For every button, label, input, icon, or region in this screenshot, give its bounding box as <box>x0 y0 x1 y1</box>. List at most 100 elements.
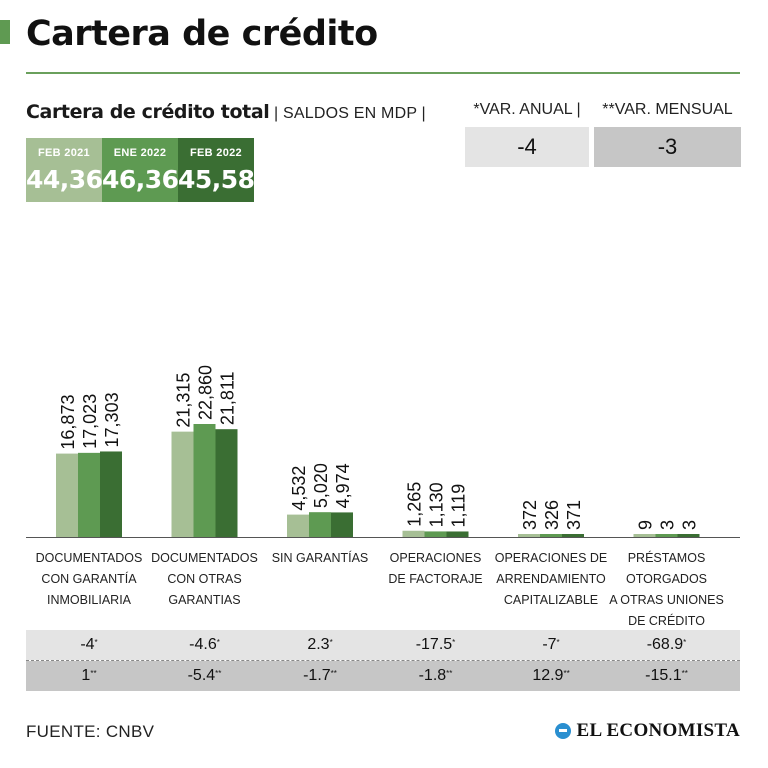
publisher-logo: EL ECONOMISTA <box>554 720 741 742</box>
bar-ene-2022-cat-4 <box>540 534 562 537</box>
category-label: SIN GARANTÍAS <box>258 548 382 569</box>
bar-value-label: 22,860 <box>196 365 216 420</box>
bar-feb-2021-cat-0 <box>56 453 78 537</box>
category-label: DOCUMENTADOS CON GARANTÍA INMOBILIARIA <box>27 548 151 611</box>
row-divider <box>26 660 740 661</box>
var-marker: * <box>94 638 98 647</box>
category-label: OPERACIONES DE ARRENDAMIENTO CAPITALIZABLE <box>489 548 613 611</box>
var-value: -1.7 <box>303 667 331 684</box>
category-label-line: CAPITALIZABLE <box>503 593 599 607</box>
var-marker: * <box>216 638 220 647</box>
var-value: -4.6 <box>189 636 217 653</box>
bar-value-label: 16,873 <box>58 395 78 450</box>
category-label: PRÉSTAMOS OTORGADOS A OTRAS UNIONES DE CRÉ… <box>605 548 729 632</box>
bar-value-label: 326 <box>542 500 562 530</box>
var-marker: ** <box>446 669 453 678</box>
category-label-line: PRÉSTAMOS OTORGADOS <box>625 551 708 586</box>
bar-value-label: 1,265 <box>405 482 425 527</box>
title-accent-bar <box>0 20 10 44</box>
category-label-line: DOCUMENTADOS <box>151 551 258 565</box>
bar-value-label: 1,119 <box>449 484 469 528</box>
var-value: -68.9 <box>646 636 684 653</box>
bar-value-label: 21,315 <box>174 373 194 428</box>
category-label-line: INMOBILIARIA <box>46 593 132 607</box>
category-label-line: OPERACIONES <box>389 551 482 565</box>
bar-value-label: 371 <box>564 500 584 530</box>
bar-chart: 16,873 17,023 17,303 21,315 22,860 21,811 4,53… <box>26 365 740 538</box>
var-value: -15.1 <box>645 667 682 684</box>
category-label-line: CON GARANTÍA <box>41 572 137 586</box>
bar-value-label: 372 <box>520 500 540 530</box>
var-anual-cell: 2.3* <box>258 630 382 660</box>
var-mensual-label: **VAR. MENSUAL <box>594 101 741 127</box>
var-anual-label: *VAR. ANUAL | <box>465 101 589 127</box>
period-total-ene-2022: ENE 2022 46,362 <box>102 138 196 202</box>
category-label-line: GARANTIAS <box>168 593 241 607</box>
var-anual-cell: -68.9* <box>605 630 729 660</box>
var-value: -1.8 <box>418 667 447 684</box>
category-label-line: SIN GARANTÍAS <box>271 551 369 565</box>
category-label: DOCUMENTADOS CON OTRAS GARANTIAS <box>143 548 267 611</box>
bar-feb-2021-cat-3 <box>402 530 425 537</box>
title-divider <box>26 72 740 74</box>
page-title: Cartera de crédito <box>26 14 378 54</box>
var-mensual-box: **VAR. MENSUAL -3 <box>594 101 741 167</box>
category-label-line: DE CRÉDITO <box>628 614 705 628</box>
bar-feb-2021-cat-5 <box>633 534 656 537</box>
var-value: -17.5 <box>415 636 453 653</box>
var-mensual-cell: -1.7** <box>258 661 382 691</box>
bar-value-label: 17,023 <box>80 394 100 449</box>
bar-value-label: 3 <box>658 520 678 530</box>
var-value: -5.4 <box>187 667 216 684</box>
var-anual-cell: -4* <box>27 630 151 660</box>
bar-value-label: 4,532 <box>289 466 309 511</box>
bar-ene-2022-cat-1 <box>193 424 216 537</box>
period-value: 45,582 <box>178 165 272 194</box>
period-total-feb-2022: FEB 2022 45,582 <box>178 138 272 202</box>
var-mensual-cell: -5.4** <box>143 661 267 691</box>
chart-subtitle: Cartera de crédito total | SALDOS EN MDP… <box>26 101 426 124</box>
var-mensual-cell: -1.8** <box>374 661 498 691</box>
var-value: 12.9 <box>532 667 564 684</box>
bar-value-label: 3 <box>680 520 700 530</box>
subtitle-units: | SALDOS EN MDP | <box>269 105 426 122</box>
subtitle-strong: Cartera de crédito total <box>26 101 270 123</box>
var-anual-value: -4 <box>465 127 589 167</box>
category-label-line: ARRENDAMIENTO <box>496 572 606 586</box>
var-value: 2.3 <box>307 636 330 653</box>
bar-feb-2022-cat-1 <box>215 429 238 537</box>
var-anual-row: -4* -4.6* 2.3* -17.5* -7* -68.9* <box>26 630 740 660</box>
bar-ene-2022-cat-0 <box>78 452 100 537</box>
var-marker: * <box>556 638 560 647</box>
bar-value-label: 9 <box>636 520 656 530</box>
var-marker: ** <box>330 669 337 678</box>
category-label-line: CON OTRAS <box>167 572 242 586</box>
bar-ene-2022-cat-3 <box>424 531 447 537</box>
bar-value-label: 17,303 <box>102 392 122 447</box>
bar-feb-2022-cat-0 <box>100 451 122 537</box>
period-label: ENE 2022 <box>113 147 167 159</box>
var-marker: ** <box>681 669 688 678</box>
category-label-line: DE FACTORAJE <box>388 572 483 586</box>
category-label-line: OPERACIONES DE <box>494 551 608 565</box>
var-marker: * <box>329 638 333 647</box>
var-mensual-cell: 1** <box>27 661 151 691</box>
var-marker: * <box>452 638 456 647</box>
period-total-feb-2021: FEB 2021 44,366 <box>26 138 120 202</box>
period-label: FEB 2022 <box>190 147 242 159</box>
var-anual-cell: -4.6* <box>143 630 267 660</box>
var-marker: ** <box>90 669 97 678</box>
bar-value-label: 21,811 <box>218 371 238 425</box>
bar-feb-2021-cat-1 <box>171 431 194 537</box>
var-mensual-cell: -15.1** <box>605 661 729 691</box>
period-value: 46,362 <box>102 165 196 194</box>
var-value: 1 <box>81 667 91 684</box>
logo-icon <box>554 723 571 739</box>
period-label: FEB 2021 <box>38 147 90 159</box>
period-value: 44,366 <box>26 165 120 194</box>
bar-feb-2021-cat-2 <box>287 514 309 537</box>
var-value: -4 <box>80 636 95 653</box>
bar-value-label: 4,974 <box>333 463 353 508</box>
var-mensual-value: -3 <box>594 127 741 167</box>
logo-text: EL ECONOMISTA <box>576 720 740 741</box>
